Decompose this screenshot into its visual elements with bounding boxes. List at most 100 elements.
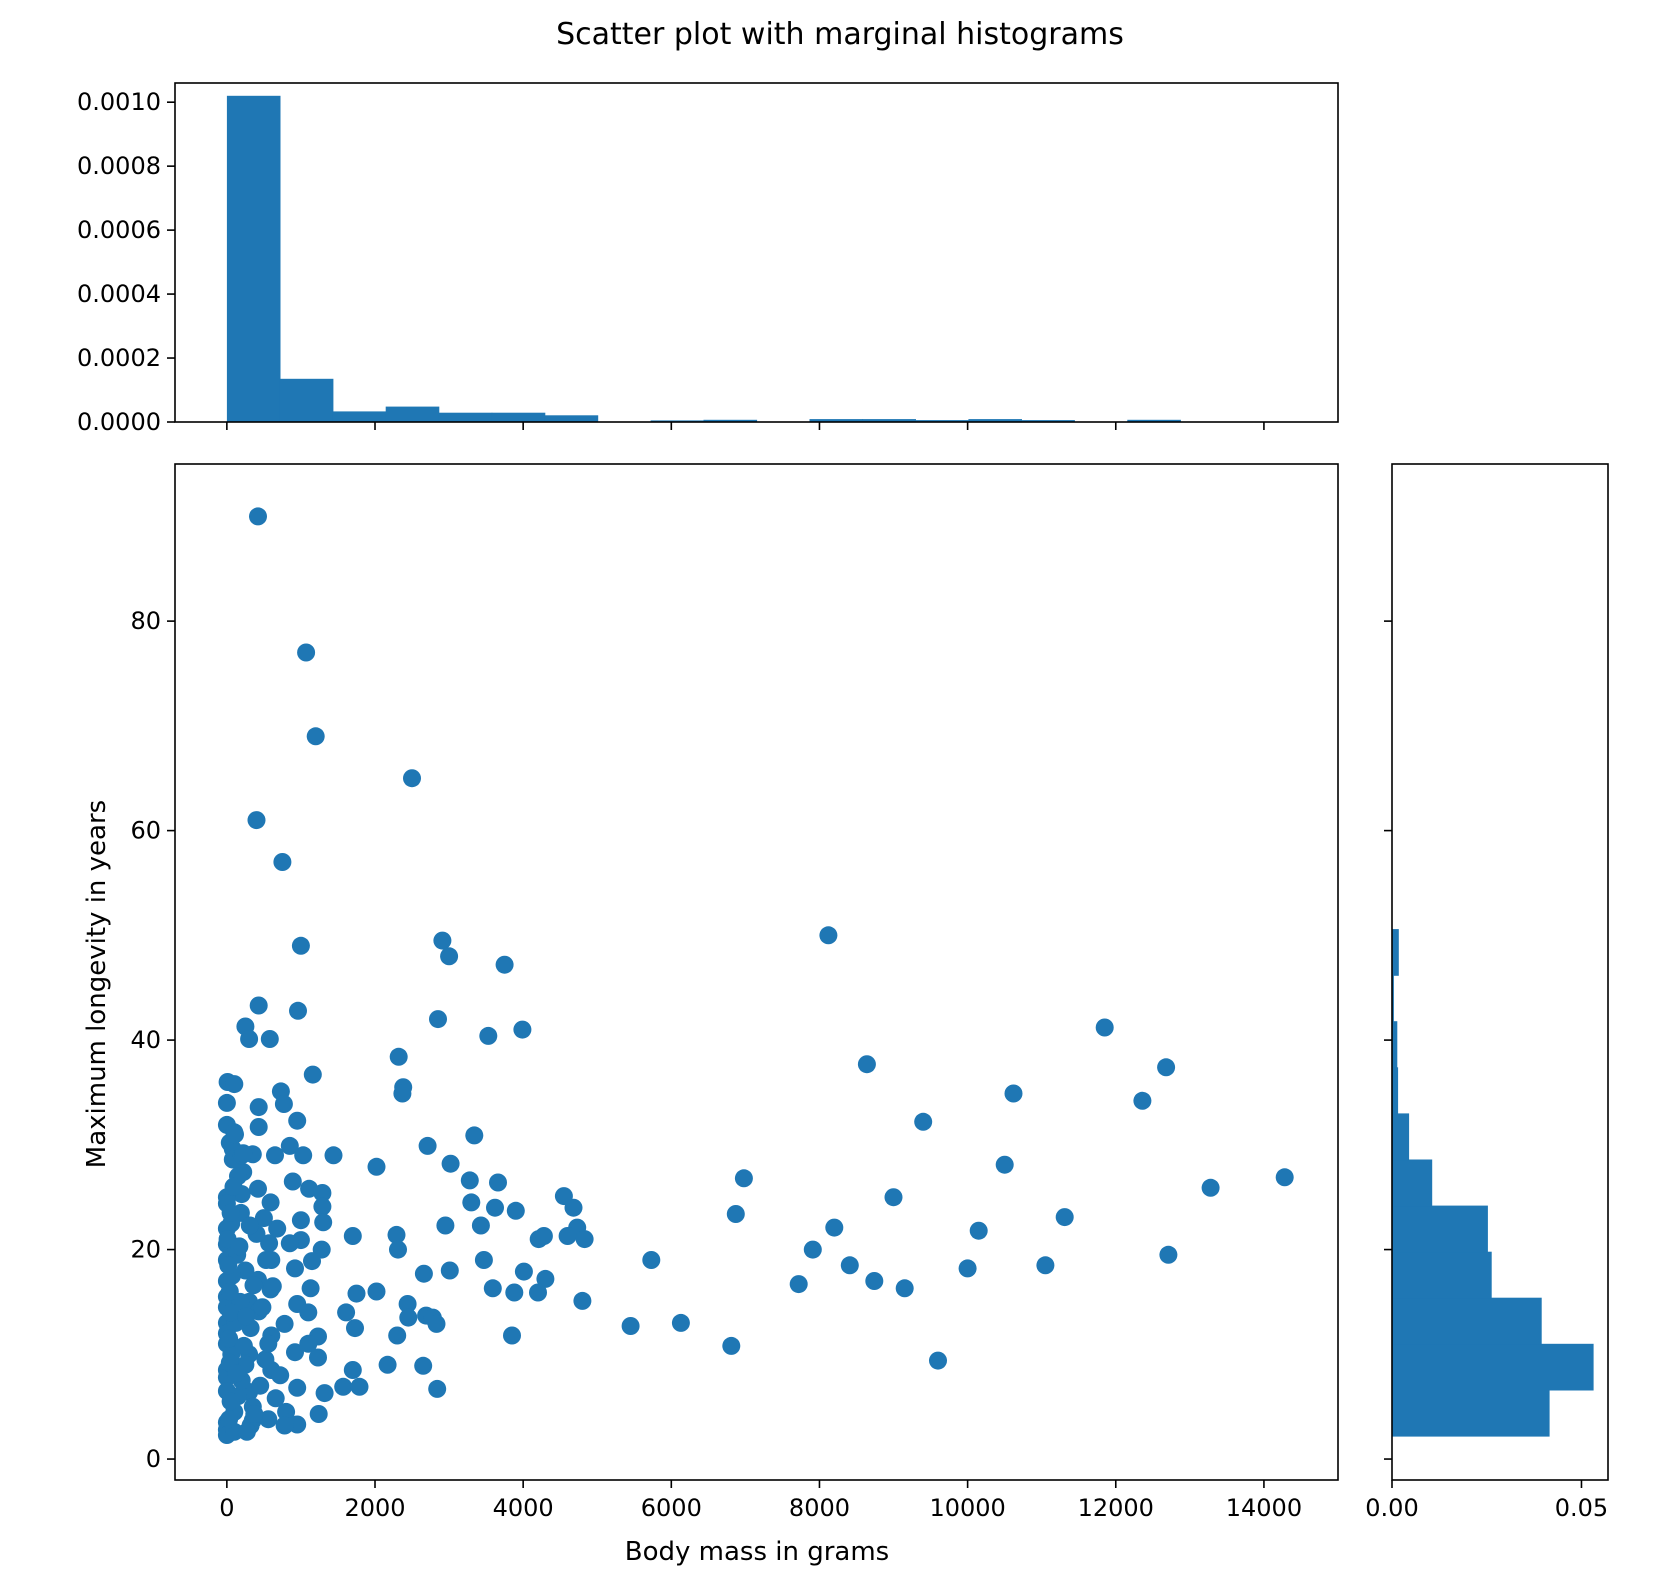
right-histogram-bar bbox=[1392, 1159, 1433, 1207]
scatter-point bbox=[309, 1348, 327, 1367]
scatter-point bbox=[460, 1171, 479, 1190]
scatter-point bbox=[489, 1173, 507, 1192]
top-histogram-bar bbox=[385, 406, 440, 422]
x-tick-label: 10000 bbox=[929, 1494, 1005, 1522]
scatter-point bbox=[275, 1416, 294, 1435]
scatter-point bbox=[388, 1326, 407, 1345]
top-histogram-bar bbox=[809, 419, 864, 422]
scatter-point bbox=[249, 1179, 267, 1198]
scatter-point bbox=[230, 1237, 249, 1256]
scatter-point bbox=[387, 1225, 406, 1244]
top-histogram-bar bbox=[438, 412, 493, 422]
scatter-point bbox=[234, 1144, 253, 1163]
top-histogram-bar bbox=[1021, 420, 1075, 422]
y-axis-label: Maximum longevity in years bbox=[82, 800, 112, 1168]
scatter-point bbox=[495, 955, 514, 974]
x-tick-label: 4000 bbox=[493, 1494, 554, 1522]
scatter-point bbox=[803, 1240, 822, 1259]
scatter-point bbox=[671, 1313, 690, 1332]
scatter-point bbox=[1133, 1091, 1152, 1110]
right-histogram-bar bbox=[1392, 1113, 1410, 1161]
scatter-point bbox=[1055, 1208, 1074, 1227]
scatter-plot-frame bbox=[174, 463, 1339, 1481]
scatter-point bbox=[221, 1392, 240, 1411]
scatter-point bbox=[227, 1364, 246, 1383]
scatter-point bbox=[789, 1275, 808, 1294]
scatter-point bbox=[414, 1264, 433, 1283]
x-tick-label: 6000 bbox=[641, 1494, 702, 1522]
scatter-point bbox=[343, 1227, 362, 1245]
x-tick-label: 2000 bbox=[344, 1494, 405, 1522]
scatter-point bbox=[427, 1314, 446, 1333]
top-histogram-bar bbox=[915, 420, 969, 422]
top-histogram-panel: 0.0000 0.0002 0.0004 0.0006 0.0008 0.0010 bbox=[77, 82, 1339, 436]
scatter-point bbox=[462, 1193, 481, 1212]
scatter-point bbox=[249, 507, 267, 526]
scatter-point bbox=[825, 1218, 844, 1237]
scatter-point bbox=[486, 1198, 504, 1217]
scatter-point bbox=[266, 1389, 285, 1408]
top-histogram-y-tick-label: 0.0002 bbox=[77, 344, 161, 372]
scatter-point bbox=[865, 1272, 884, 1290]
scatter-point bbox=[958, 1259, 977, 1278]
scatter-point bbox=[288, 1111, 307, 1130]
scatter-point bbox=[324, 1146, 343, 1165]
scatter-point bbox=[313, 1197, 332, 1216]
top-histogram-bar bbox=[491, 412, 546, 422]
scatter-point bbox=[286, 1259, 304, 1278]
scatter-point bbox=[722, 1336, 741, 1355]
scatter-point bbox=[350, 1377, 369, 1396]
scatter-point bbox=[220, 1329, 239, 1348]
scatter-point bbox=[929, 1351, 947, 1370]
scatter-point bbox=[249, 1118, 268, 1136]
scatter-point bbox=[249, 1098, 268, 1117]
y-tick-label: 20 bbox=[130, 1236, 161, 1264]
scatter-point bbox=[398, 1295, 417, 1313]
x-axis-label: Body mass in grams bbox=[625, 1537, 889, 1567]
right-histogram-bar bbox=[1392, 975, 1394, 1022]
top-histogram-bar bbox=[279, 378, 334, 422]
scatter-point bbox=[249, 996, 268, 1015]
scatter-point bbox=[291, 936, 310, 955]
scatter-point bbox=[429, 1010, 447, 1029]
scatter-point bbox=[969, 1221, 988, 1240]
scatter-point bbox=[263, 1277, 282, 1296]
scatter-point bbox=[514, 1262, 533, 1281]
scatter-point bbox=[237, 1422, 256, 1441]
scatter-point bbox=[286, 1343, 304, 1362]
y-tick-label: 40 bbox=[130, 1026, 161, 1054]
right-histogram-bar bbox=[1392, 929, 1399, 976]
top-histogram-bar bbox=[862, 419, 916, 422]
scatter-point bbox=[259, 1334, 278, 1353]
scatter-point bbox=[440, 1261, 459, 1280]
scatter-point bbox=[221, 1203, 240, 1222]
scatter-point bbox=[254, 1209, 273, 1228]
scatter-point bbox=[575, 1230, 594, 1249]
right-histogram-bar bbox=[1392, 1021, 1398, 1068]
scatter-point bbox=[217, 1093, 236, 1112]
scatter-point bbox=[225, 1075, 244, 1094]
scatter-point bbox=[259, 1410, 278, 1429]
scatter-point bbox=[505, 1283, 524, 1302]
scatter-point bbox=[564, 1198, 583, 1217]
scatter-point bbox=[433, 931, 452, 950]
scatter-point bbox=[226, 1125, 244, 1144]
top-histogram-bar bbox=[1127, 419, 1181, 422]
scatter-point bbox=[346, 1319, 364, 1338]
right-histogram-bar bbox=[1392, 1297, 1542, 1345]
scatter-point bbox=[483, 1279, 502, 1298]
right-histogram-bar bbox=[1392, 1205, 1488, 1253]
scatter-point bbox=[995, 1155, 1014, 1174]
scatter-point bbox=[536, 1269, 555, 1288]
y-tick-label: 60 bbox=[130, 817, 161, 845]
scatter-point bbox=[441, 1154, 460, 1173]
scatter-point bbox=[257, 1251, 276, 1269]
right-histogram-bar bbox=[1392, 1067, 1399, 1114]
scatter-point bbox=[414, 1356, 433, 1375]
scatter-point bbox=[503, 1326, 521, 1345]
scatter-point bbox=[334, 1377, 353, 1396]
scatter-point bbox=[529, 1283, 547, 1302]
scatter-point bbox=[1159, 1245, 1178, 1264]
scatter-point bbox=[240, 1216, 259, 1235]
scatter-point bbox=[1095, 1018, 1114, 1037]
